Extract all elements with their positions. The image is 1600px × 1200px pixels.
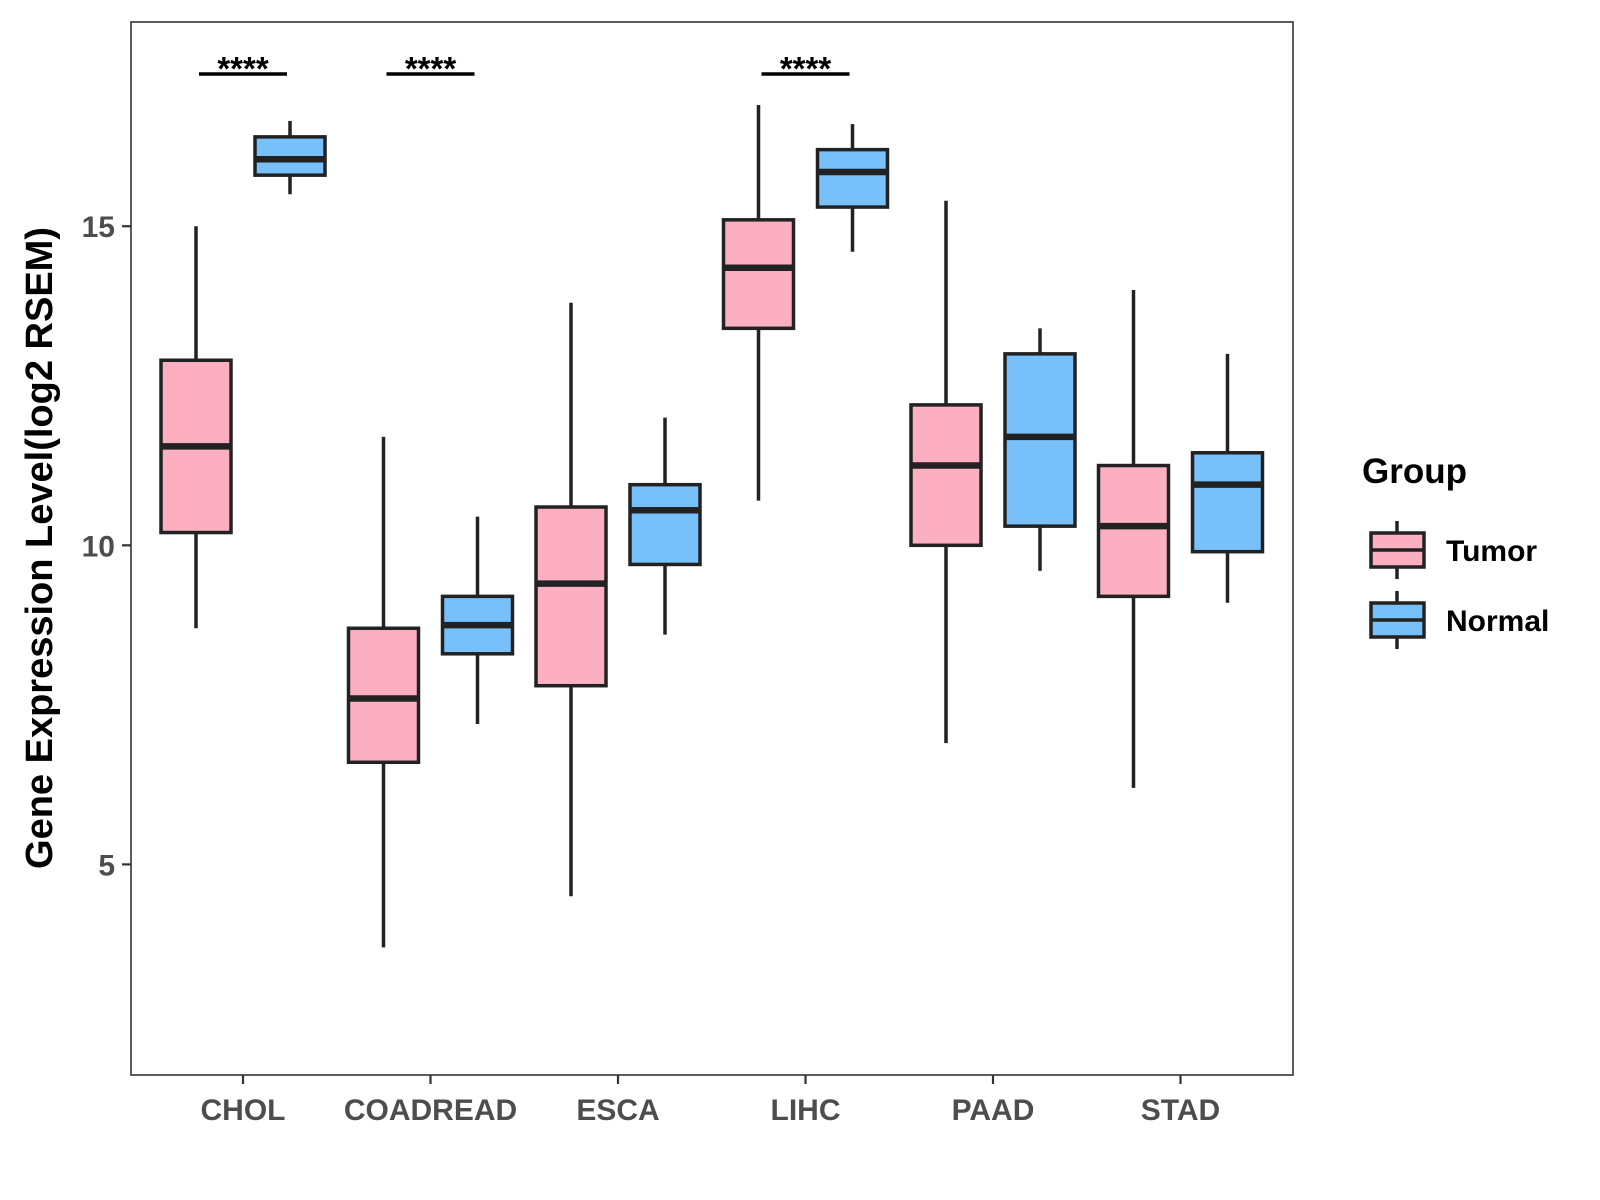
y-tick-label: 5: [98, 849, 115, 882]
box-iqr: [815, 147, 890, 209]
box-iqr: [1096, 463, 1171, 599]
significance-label: ****: [405, 50, 457, 87]
x-tick-label-paad: PAAD: [952, 1094, 1035, 1127]
significance-chol: ****: [199, 50, 287, 87]
legend-entry-tumor: Tumor: [1369, 521, 1537, 579]
box-normal-paad: [1003, 328, 1077, 571]
x-tick-label-chol: CHOL: [201, 1094, 286, 1127]
box-tumor-paad: [909, 200, 983, 744]
significance-lihc: ****: [761, 50, 850, 87]
box-iqr: [628, 482, 702, 567]
significance-label: ****: [780, 50, 832, 87]
legend-entry-normal: Normal: [1369, 591, 1549, 649]
box-iqr: [1190, 451, 1265, 554]
box-tumor-stad: [1096, 290, 1171, 788]
x-tick-label-coadread: COADREAD: [344, 1094, 517, 1127]
y-axis: 5 10 15: [82, 211, 131, 882]
box-normal-esca: [628, 417, 702, 635]
x-tick-label-lihc: LIHC: [771, 1094, 841, 1127]
x-tick-label-stad: STAD: [1141, 1094, 1220, 1127]
box-tumor-lihc: [721, 104, 796, 501]
y-axis-title: Gene Expression Level(log2 RSEM): [19, 227, 61, 869]
box-iqr: [909, 403, 983, 548]
box-normal-lihc: [815, 124, 890, 252]
significance-annotations: **** **** ****: [199, 50, 850, 87]
box-iqr: [721, 218, 796, 331]
significance-label: ****: [217, 50, 269, 87]
legend-label: Tumor: [1446, 535, 1537, 568]
box-normal-stad: [1190, 353, 1265, 603]
legend-title: Group: [1362, 452, 1467, 491]
x-axis: CHOL COADREAD ESCA LIHC PAAD STAD: [201, 1075, 1220, 1127]
box-normal-chol: [253, 120, 327, 195]
legend: Group Tumor Normal: [1362, 452, 1549, 649]
box-tumor-coadread: [346, 436, 421, 948]
boxes: [159, 104, 1265, 948]
box-tumor-chol: [159, 226, 233, 629]
y-tick-label: 15: [82, 211, 115, 244]
y-tick-label: 10: [82, 530, 115, 563]
legend-label: Normal: [1446, 605, 1549, 638]
box-normal-coadread: [440, 516, 515, 724]
box-iqr: [534, 505, 608, 688]
significance-coadread: ****: [386, 50, 475, 87]
box-tumor-esca: [534, 302, 608, 897]
x-tick-label-esca: ESCA: [576, 1094, 659, 1127]
